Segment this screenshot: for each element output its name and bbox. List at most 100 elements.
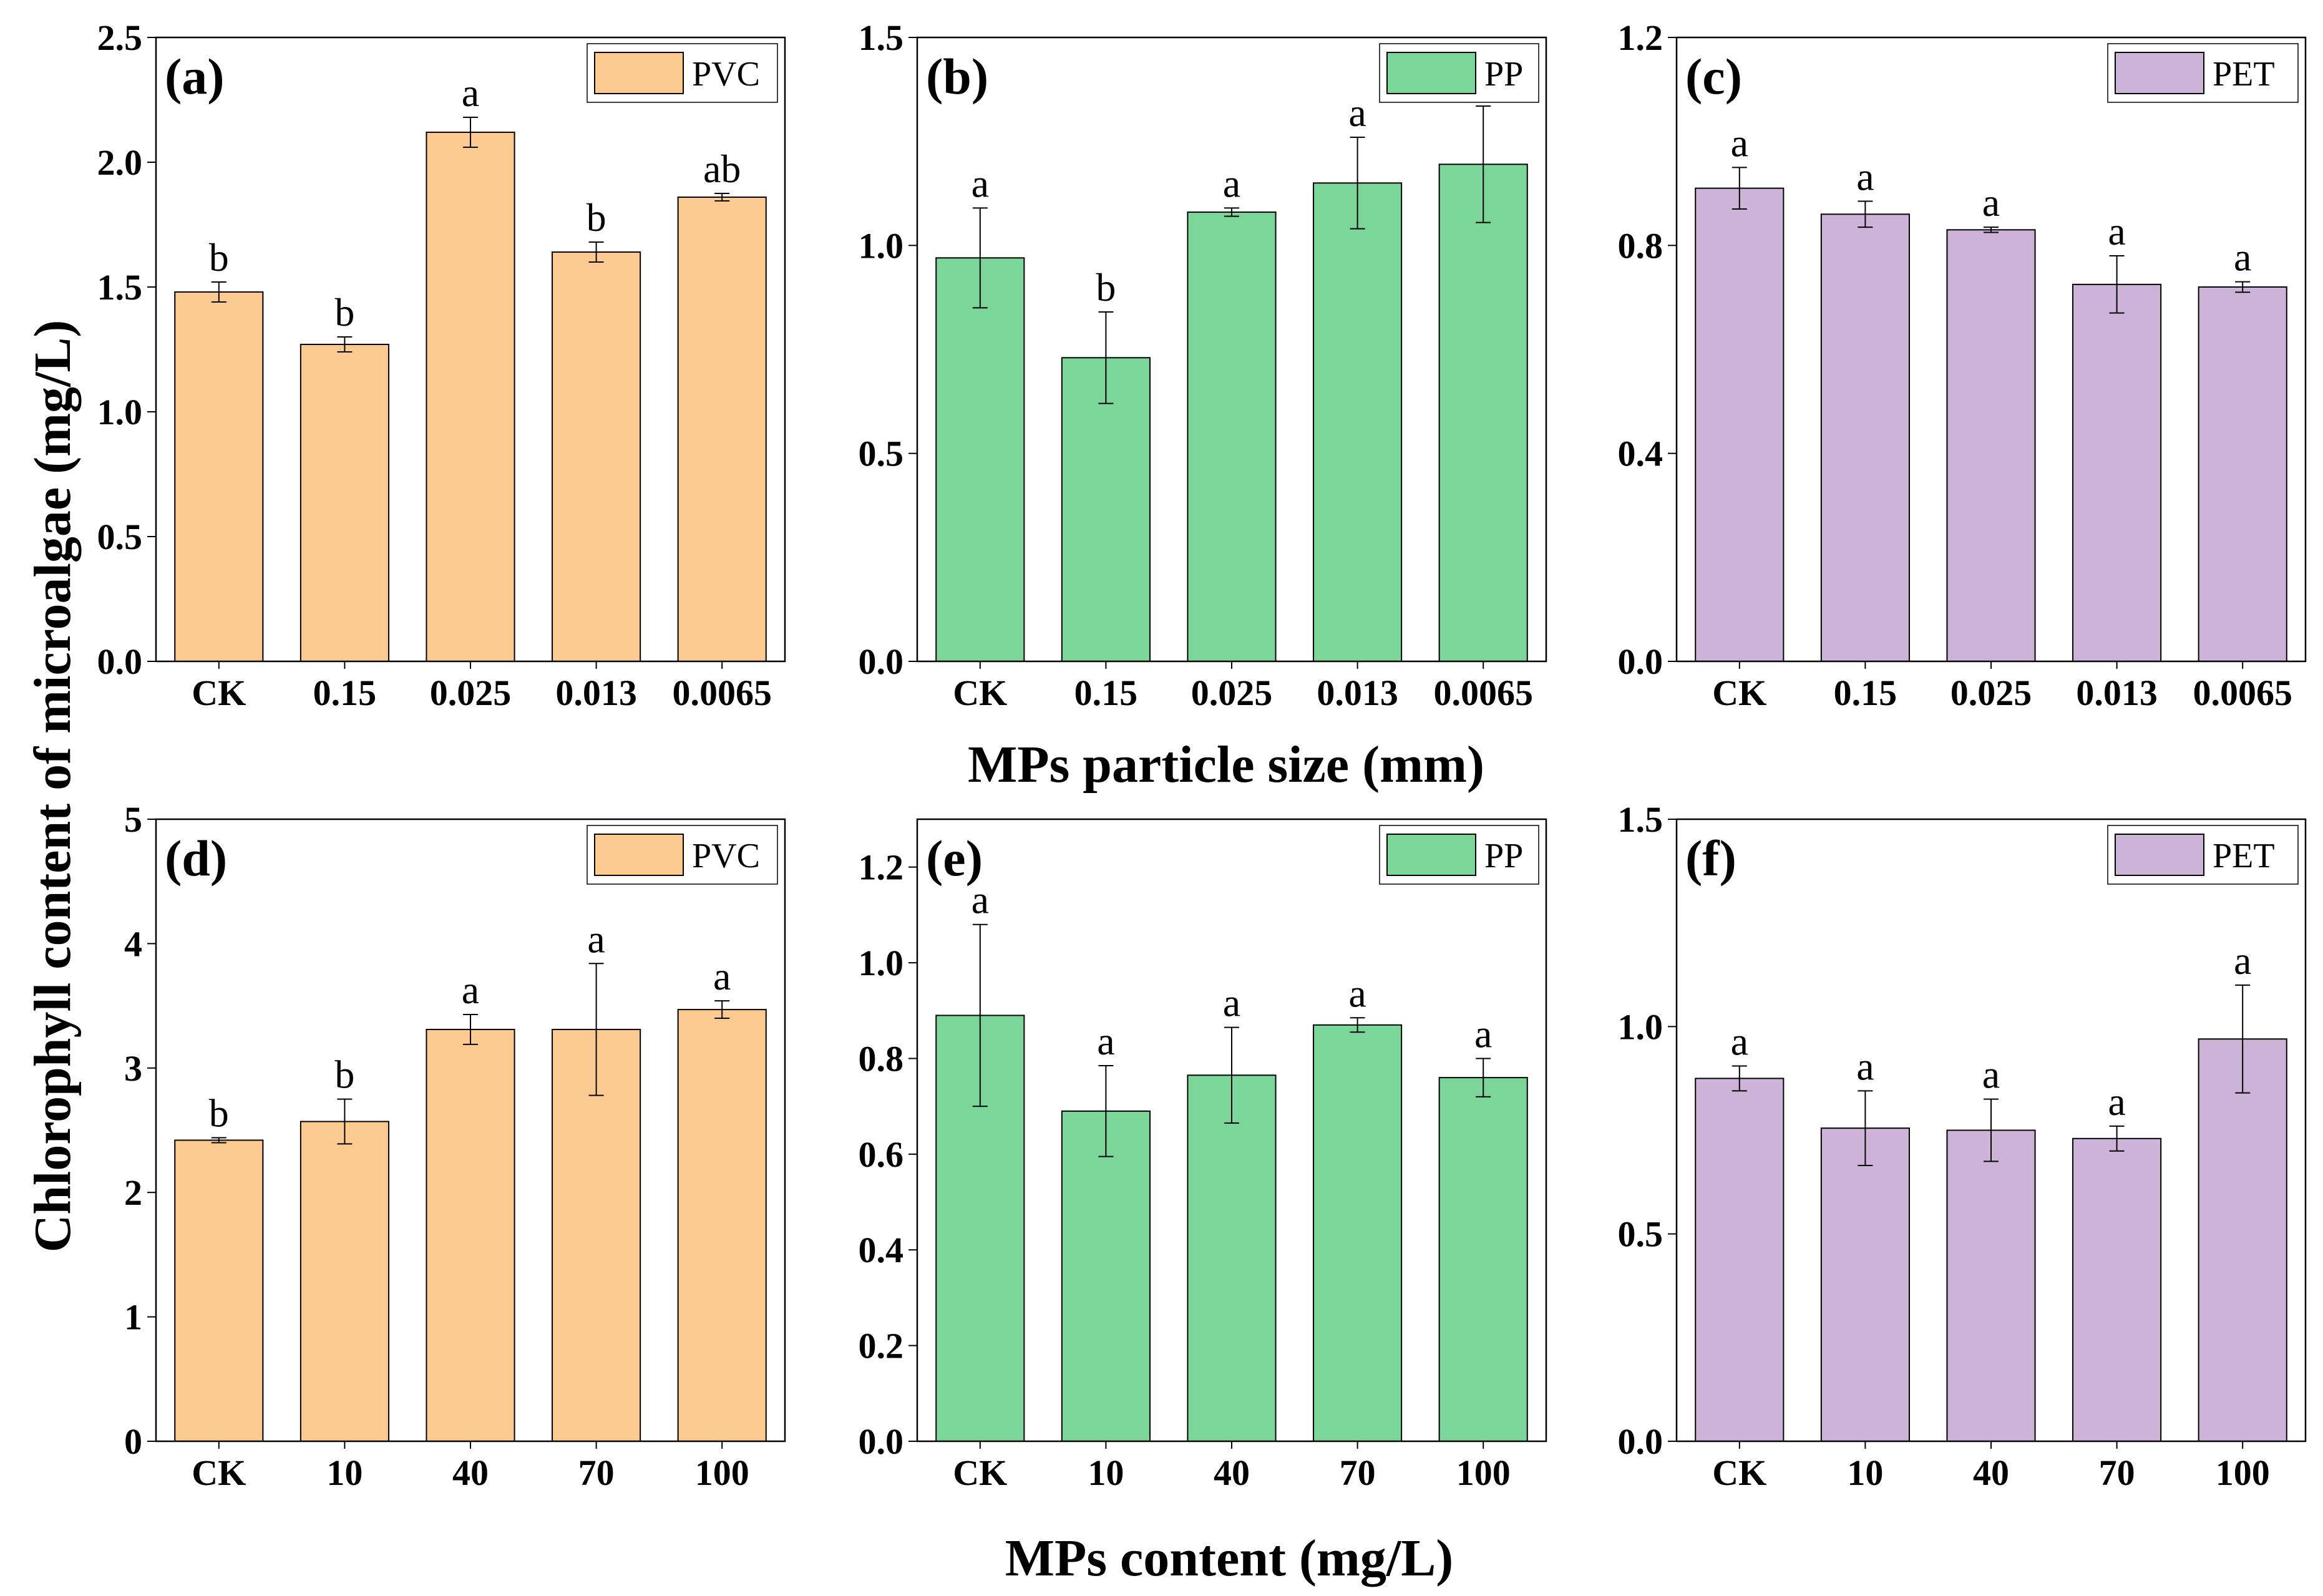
panel-label-f: (f) <box>1685 830 1736 887</box>
plot-frame-e <box>916 818 1547 1443</box>
significance-label-c-0.15: a <box>1856 155 1874 199</box>
x-tick-label-e-10: 10 <box>1088 1452 1124 1493</box>
bar-b-0.025 <box>1187 212 1277 662</box>
bar-d-70 <box>552 1028 641 1442</box>
bar-c-0.025 <box>1946 229 2036 663</box>
x-tick-label-b-CK: CK <box>953 673 1007 713</box>
significance-label-f-10: a <box>1856 1044 1874 1088</box>
x-tick-label-b-0.025: 0.025 <box>1191 673 1273 713</box>
y-tick-label-f-1.0: 1.0 <box>1618 1006 1663 1047</box>
significance-label-d-70: a <box>587 917 605 961</box>
y-tick-label-d-4: 4 <box>124 923 142 964</box>
bar-d-10 <box>300 1121 389 1442</box>
significance-label-f-70: a <box>2108 1079 2125 1124</box>
x-tick-label-a-0.0065: 0.0065 <box>672 673 772 713</box>
x-tick-label-e-CK: CK <box>953 1452 1007 1493</box>
significance-label-f-40: a <box>1982 1053 2000 1097</box>
chart-panel-f: a CK a 10 a 40 a 70 a 100 0.0 0.5 1.0 1.5 (f) PET <box>1618 799 2307 1493</box>
bar-e-10 <box>1061 1110 1151 1443</box>
y-tick-label-d-1: 1 <box>124 1297 142 1338</box>
y-tick-label-e-0.2: 0.2 <box>859 1326 904 1366</box>
significance-label-e-70: a <box>1348 971 1366 1015</box>
plot-frame-f <box>1675 818 2307 1443</box>
x-tick-label-c-0.013: 0.013 <box>2076 673 2158 713</box>
y-tick-label-a-2.0: 2.0 <box>97 142 143 183</box>
legend-swatch-a <box>594 52 684 94</box>
significance-label-f-100: a <box>2234 938 2251 983</box>
y-tick-label-b-1.5: 1.5 <box>859 17 904 58</box>
plot-frame-b <box>916 36 1547 663</box>
y-tick-label-c-0.0: 0.0 <box>1618 641 1663 682</box>
y-tick-label-b-0.0: 0.0 <box>859 641 904 682</box>
significance-label-a-0.013: b <box>587 195 606 240</box>
x-tick-label-a-0.025: 0.025 <box>430 673 512 713</box>
significance-label-a-CK: b <box>209 235 229 280</box>
bar-b-CK <box>935 257 1025 663</box>
x-tick-label-c-0.0065: 0.0065 <box>2193 673 2292 713</box>
bar-f-10 <box>1820 1127 1910 1442</box>
bar-d-CK <box>174 1139 264 1443</box>
bar-a-0.013 <box>552 251 641 662</box>
bar-c-0.15 <box>1820 213 1910 663</box>
bar-f-70 <box>2072 1137 2162 1442</box>
x-tick-label-b-0.15: 0.15 <box>1074 673 1138 713</box>
y-tick-label-e-0.6: 0.6 <box>859 1134 904 1175</box>
bar-a-0.15 <box>300 344 389 662</box>
significance-label-d-CK: b <box>209 1091 229 1135</box>
panel-label-d: (d) <box>165 830 227 887</box>
x-tick-label-c-0.025: 0.025 <box>1950 673 2032 713</box>
y-tick-label-e-1.2: 1.2 <box>859 847 904 888</box>
x-tick-label-d-70: 70 <box>578 1452 615 1493</box>
x-axis-title-content: MPs content (mg/L) <box>1005 1529 1454 1587</box>
significance-label-d-40: a <box>462 968 479 1012</box>
legend-label-e: PP <box>1484 837 1523 875</box>
bar-a-0.025 <box>426 132 515 662</box>
x-tick-label-d-100: 100 <box>695 1452 749 1493</box>
legend-swatch-d <box>594 834 684 876</box>
x-tick-label-c-0.15: 0.15 <box>1834 673 1897 713</box>
bar-b-0.15 <box>1061 357 1151 662</box>
significance-label-b-0.025: a <box>1223 161 1240 205</box>
panel-label-e: (e) <box>926 830 983 887</box>
chart-panel-e: a CK a 10 a 40 a 70 a 100 0.0 0.2 0.4 0.6 0.8 1.0 1.2 (e)… <box>859 818 1547 1493</box>
x-tick-label-b-0.0065: 0.0065 <box>1433 673 1533 713</box>
y-tick-label-d-5: 5 <box>124 799 142 840</box>
plot-frame-d <box>155 818 786 1443</box>
y-tick-label-f-0.5: 0.5 <box>1618 1214 1663 1255</box>
y-tick-label-e-0.0: 0.0 <box>859 1421 904 1462</box>
bar-f-100 <box>2198 1038 2287 1442</box>
x-axis-title-particle-size: MPs particle size (mm) <box>968 736 1484 794</box>
x-tick-label-f-CK: CK <box>1712 1452 1766 1493</box>
legend-swatch-f <box>2115 834 2204 876</box>
y-tick-label-d-0: 0 <box>124 1421 142 1462</box>
significance-label-e-CK: a <box>972 878 989 922</box>
x-tick-label-f-70: 70 <box>2099 1452 2135 1493</box>
bar-a-0.0065 <box>677 197 767 662</box>
bar-b-0.013 <box>1313 182 1403 663</box>
y-tick-label-e-0.8: 0.8 <box>859 1038 904 1079</box>
panel-label-a: (a) <box>165 48 225 105</box>
significance-label-c-0.013: a <box>2108 209 2125 253</box>
significance-label-f-CK: a <box>1731 1019 1748 1063</box>
y-tick-label-c-0.8: 0.8 <box>1618 225 1663 266</box>
significance-label-b-CK: a <box>972 161 989 205</box>
x-tick-label-d-CK: CK <box>192 1452 246 1493</box>
y-tick-label-a-0.5: 0.5 <box>97 517 143 557</box>
x-tick-label-a-CK: CK <box>192 673 246 713</box>
bar-c-0.0065 <box>2198 286 2287 662</box>
chart-panel-d: b CK b 10 a 40 a 70 a 100 0 1 2 3 4 5 (d) PVC <box>124 799 786 1493</box>
x-tick-label-a-0.013: 0.013 <box>555 673 637 713</box>
bar-e-40 <box>1187 1074 1277 1442</box>
x-tick-label-d-10: 10 <box>326 1452 363 1493</box>
x-tick-label-e-70: 70 <box>1340 1452 1376 1493</box>
panel-label-b: (b) <box>926 48 988 105</box>
y-tick-label-b-1.0: 1.0 <box>859 225 904 266</box>
x-tick-label-e-100: 100 <box>1456 1452 1511 1493</box>
y-tick-label-a-1.5: 1.5 <box>97 267 143 308</box>
significance-label-c-0.0065: a <box>2234 235 2251 280</box>
legend-swatch-e <box>1386 834 1476 876</box>
significance-label-b-0.013: a <box>1348 90 1366 135</box>
legend-label-f: PET <box>2213 837 2275 875</box>
x-tick-label-a-0.15: 0.15 <box>313 673 377 713</box>
legend-label-b: PP <box>1484 55 1523 94</box>
